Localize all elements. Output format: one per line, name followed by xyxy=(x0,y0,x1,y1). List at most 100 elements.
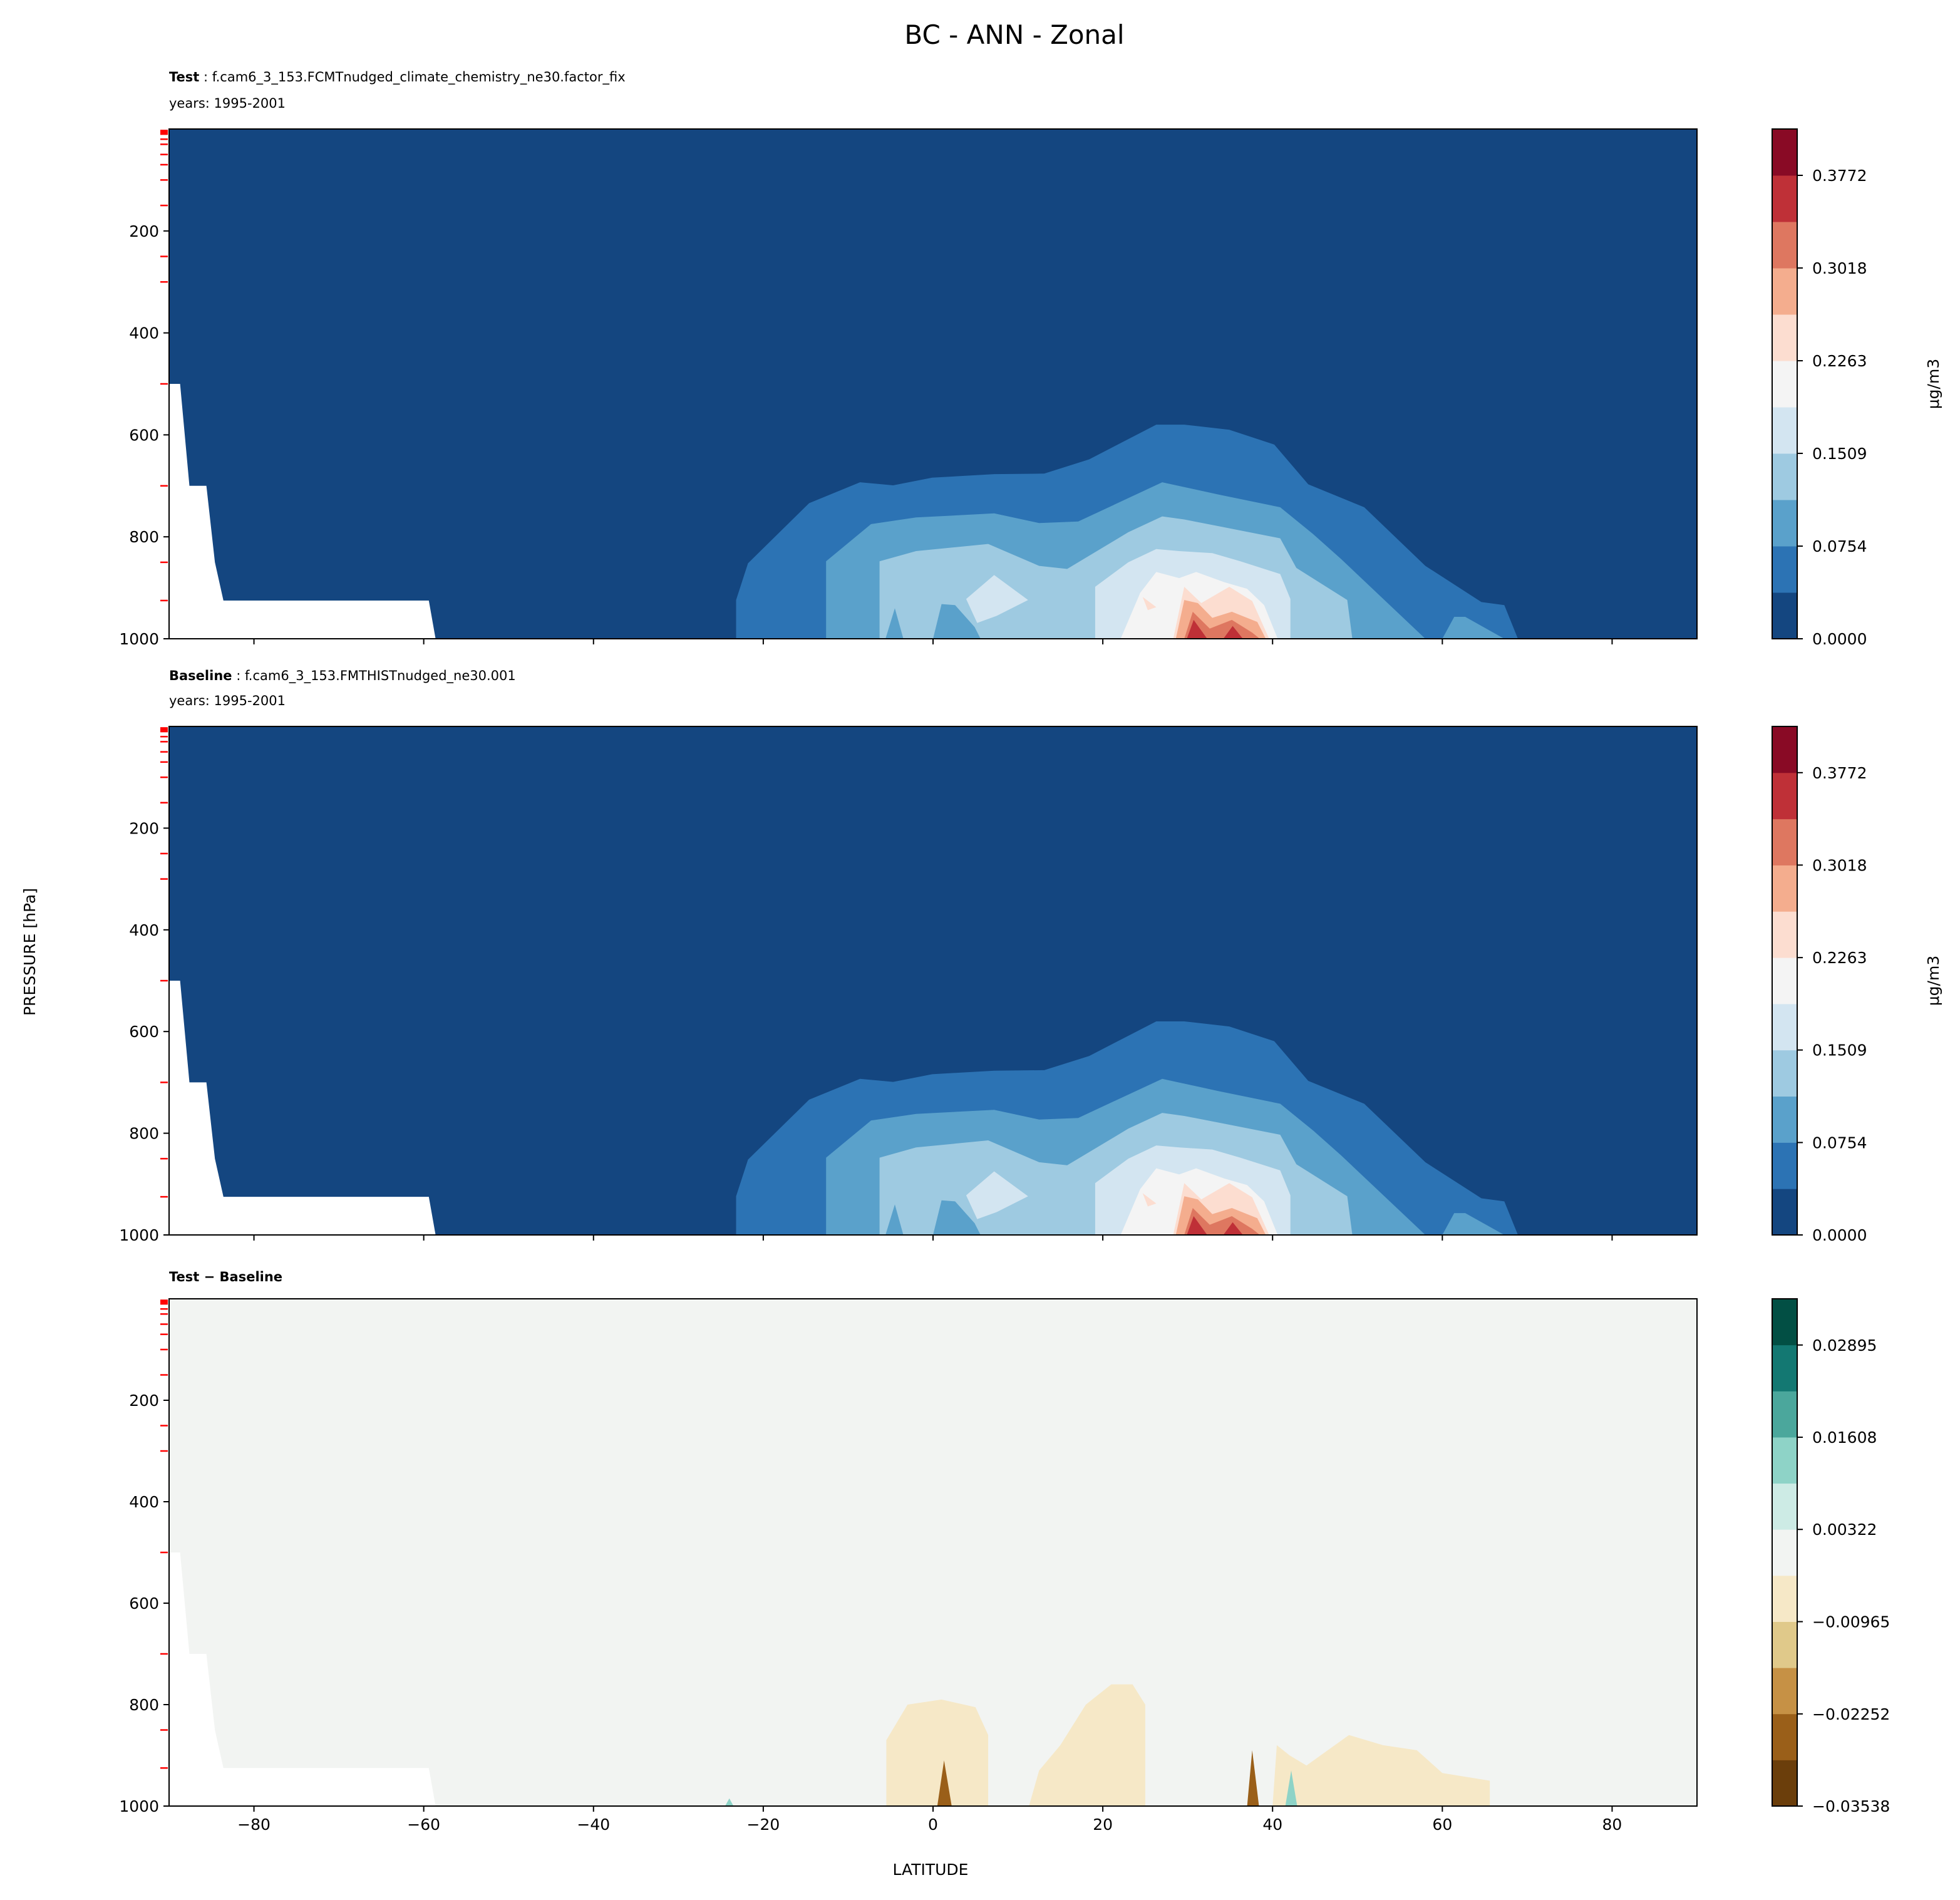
colorbar-bin xyxy=(1772,1575,1797,1622)
y-tick-label: 400 xyxy=(129,921,159,939)
y-tick-label: 600 xyxy=(129,1594,159,1613)
colorbar-bin xyxy=(1772,1668,1797,1715)
colorbar: −0.03538 −0.02252 −0.00965 0.00322 0.01608 0.… xyxy=(1772,1298,1890,1815)
x-tick-label: 20 xyxy=(1093,1815,1113,1834)
y-tick-label: 1000 xyxy=(119,1226,159,1244)
x-tick-label: −60 xyxy=(407,1815,440,1834)
colorbar-bin xyxy=(1772,1437,1797,1484)
colorbar-tick-label: 0.0000 xyxy=(1812,1226,1867,1244)
colorbar-bin xyxy=(1772,865,1797,912)
colorbar-bin xyxy=(1772,958,1797,1004)
colorbar-tick-label: −0.00965 xyxy=(1812,1613,1890,1631)
x-tick-label: 0 xyxy=(928,1815,938,1834)
colorbar-tick-label: 0.1509 xyxy=(1812,445,1867,463)
contour-region xyxy=(885,608,904,639)
y-tick-label: 800 xyxy=(129,1696,159,1714)
panel-title: Baseline : f.cam6_3_153.FMTHISTnudged_ne… xyxy=(169,668,516,684)
missing-data-region xyxy=(169,384,436,639)
colorbar-tick-label: 0.00322 xyxy=(1812,1521,1877,1539)
colorbar-bin xyxy=(1772,1142,1797,1189)
contour-region xyxy=(1247,1750,1259,1806)
colorbar-bin xyxy=(1772,726,1797,773)
panel-title-case-name: : f.cam6_3_153.FMTHISTnudged_ne30.001 xyxy=(232,668,516,684)
y-tick-label: 200 xyxy=(129,819,159,837)
colorbar-bin xyxy=(1772,1050,1797,1097)
contour-region xyxy=(1223,1222,1243,1235)
colorbar-tick-label: 0.1509 xyxy=(1812,1041,1867,1060)
contour-region xyxy=(1142,597,1157,611)
contour-region xyxy=(1184,1208,1260,1235)
colorbar-tick-label: 0.3772 xyxy=(1812,167,1867,185)
colorbar-bin xyxy=(1772,361,1797,408)
contour-region xyxy=(1442,1213,1505,1235)
colorbar-tick-label: 0.2263 xyxy=(1812,949,1867,967)
y-axis-label: PRESSURE [hPa] xyxy=(21,888,39,1016)
x-tick-label: 40 xyxy=(1262,1815,1282,1834)
x-tick-label: −40 xyxy=(577,1815,610,1834)
missing-data-region xyxy=(169,1552,436,1806)
colorbar-bin xyxy=(1772,175,1797,222)
y-tick-label: 400 xyxy=(129,324,159,343)
contour-region xyxy=(1442,617,1505,639)
colorbar-bin xyxy=(1772,222,1797,269)
y-tick-label: 400 xyxy=(129,1493,159,1511)
y-tick-label: 800 xyxy=(129,528,159,546)
panel-baseline: 200 400 600 800 1000 Baseline : f.cam6_3_153.… xyxy=(119,668,1942,1244)
contour-region xyxy=(886,1699,989,1806)
x-tick-label: −20 xyxy=(747,1815,780,1834)
y-tick-label: 600 xyxy=(129,426,159,444)
y-tick-label: 200 xyxy=(129,1391,159,1410)
contour-plot xyxy=(169,726,1697,1235)
contour-plot xyxy=(169,1299,1697,1806)
colorbar-tick-label: 0.0000 xyxy=(1812,630,1867,648)
colorbar-bin xyxy=(1772,1345,1797,1391)
panel-title-case: Test − Baseline xyxy=(169,1269,282,1284)
contour-region xyxy=(1272,1735,1490,1806)
x-tick-label: −80 xyxy=(237,1815,271,1834)
colorbar: 0.0000 0.0754 0.1509 0.2263 0.3018 0.3772 μg/m… xyxy=(1772,128,1942,648)
contour-region xyxy=(966,1171,1028,1219)
colorbar-frame xyxy=(1772,128,1798,639)
missing-data-region xyxy=(169,981,436,1235)
colorbar-bin xyxy=(1772,911,1797,958)
contour-region xyxy=(1029,1684,1145,1806)
x-axis-label: LATITUDE xyxy=(893,1861,969,1879)
colorbar-tick-label: 0.3018 xyxy=(1812,259,1867,277)
colorbar-bin xyxy=(1772,129,1797,176)
y-tick-label: 1000 xyxy=(119,1797,159,1815)
panel-subtitle: years: 1995-2001 xyxy=(169,96,286,111)
colorbar-bin xyxy=(1772,1529,1797,1576)
colorbar-bin xyxy=(1772,1621,1797,1668)
contour-region xyxy=(933,604,981,639)
colorbar-bin xyxy=(1772,500,1797,547)
colorbar-bin xyxy=(1772,1189,1797,1236)
panel-subtitle: years: 1995-2001 xyxy=(169,693,286,708)
contour-region xyxy=(966,575,1028,623)
panel-test: 200 400 600 800 1000 Test : f.cam6_3_153.FCMT… xyxy=(119,70,1942,648)
colorbar-bin xyxy=(1772,1760,1797,1807)
contour-region xyxy=(725,1798,734,1806)
x-tick-label: 60 xyxy=(1432,1815,1452,1834)
panel-title: Test − Baseline xyxy=(169,1269,282,1284)
panel-difference: 200 400 600 800 1000 −80 −60 −40 −20 0 20 40 60 80 Tes… xyxy=(119,1269,1890,1834)
panel-title-case: Test xyxy=(169,70,199,85)
panel-title-case: Baseline xyxy=(169,668,232,683)
contour-region xyxy=(1285,1770,1297,1806)
contour-plot xyxy=(169,129,1697,639)
colorbar-bin xyxy=(1772,1096,1797,1143)
colorbar-bin xyxy=(1772,1299,1797,1346)
contour-region xyxy=(937,1760,952,1806)
colorbar-tick-label: 0.0754 xyxy=(1812,537,1867,555)
contour-region xyxy=(885,1204,904,1235)
colorbar-bin xyxy=(1772,268,1797,315)
colorbar-bin xyxy=(1772,1003,1797,1051)
colorbar-tick-label: 0.02895 xyxy=(1812,1336,1877,1355)
colorbar-bin xyxy=(1772,407,1797,454)
contour-region xyxy=(1187,619,1207,639)
y-tick-label: 200 xyxy=(129,222,159,240)
contour-region xyxy=(1223,626,1243,639)
y-tick-label: 600 xyxy=(129,1023,159,1041)
colorbar-bin xyxy=(1772,314,1797,361)
contour-region xyxy=(1184,611,1260,639)
